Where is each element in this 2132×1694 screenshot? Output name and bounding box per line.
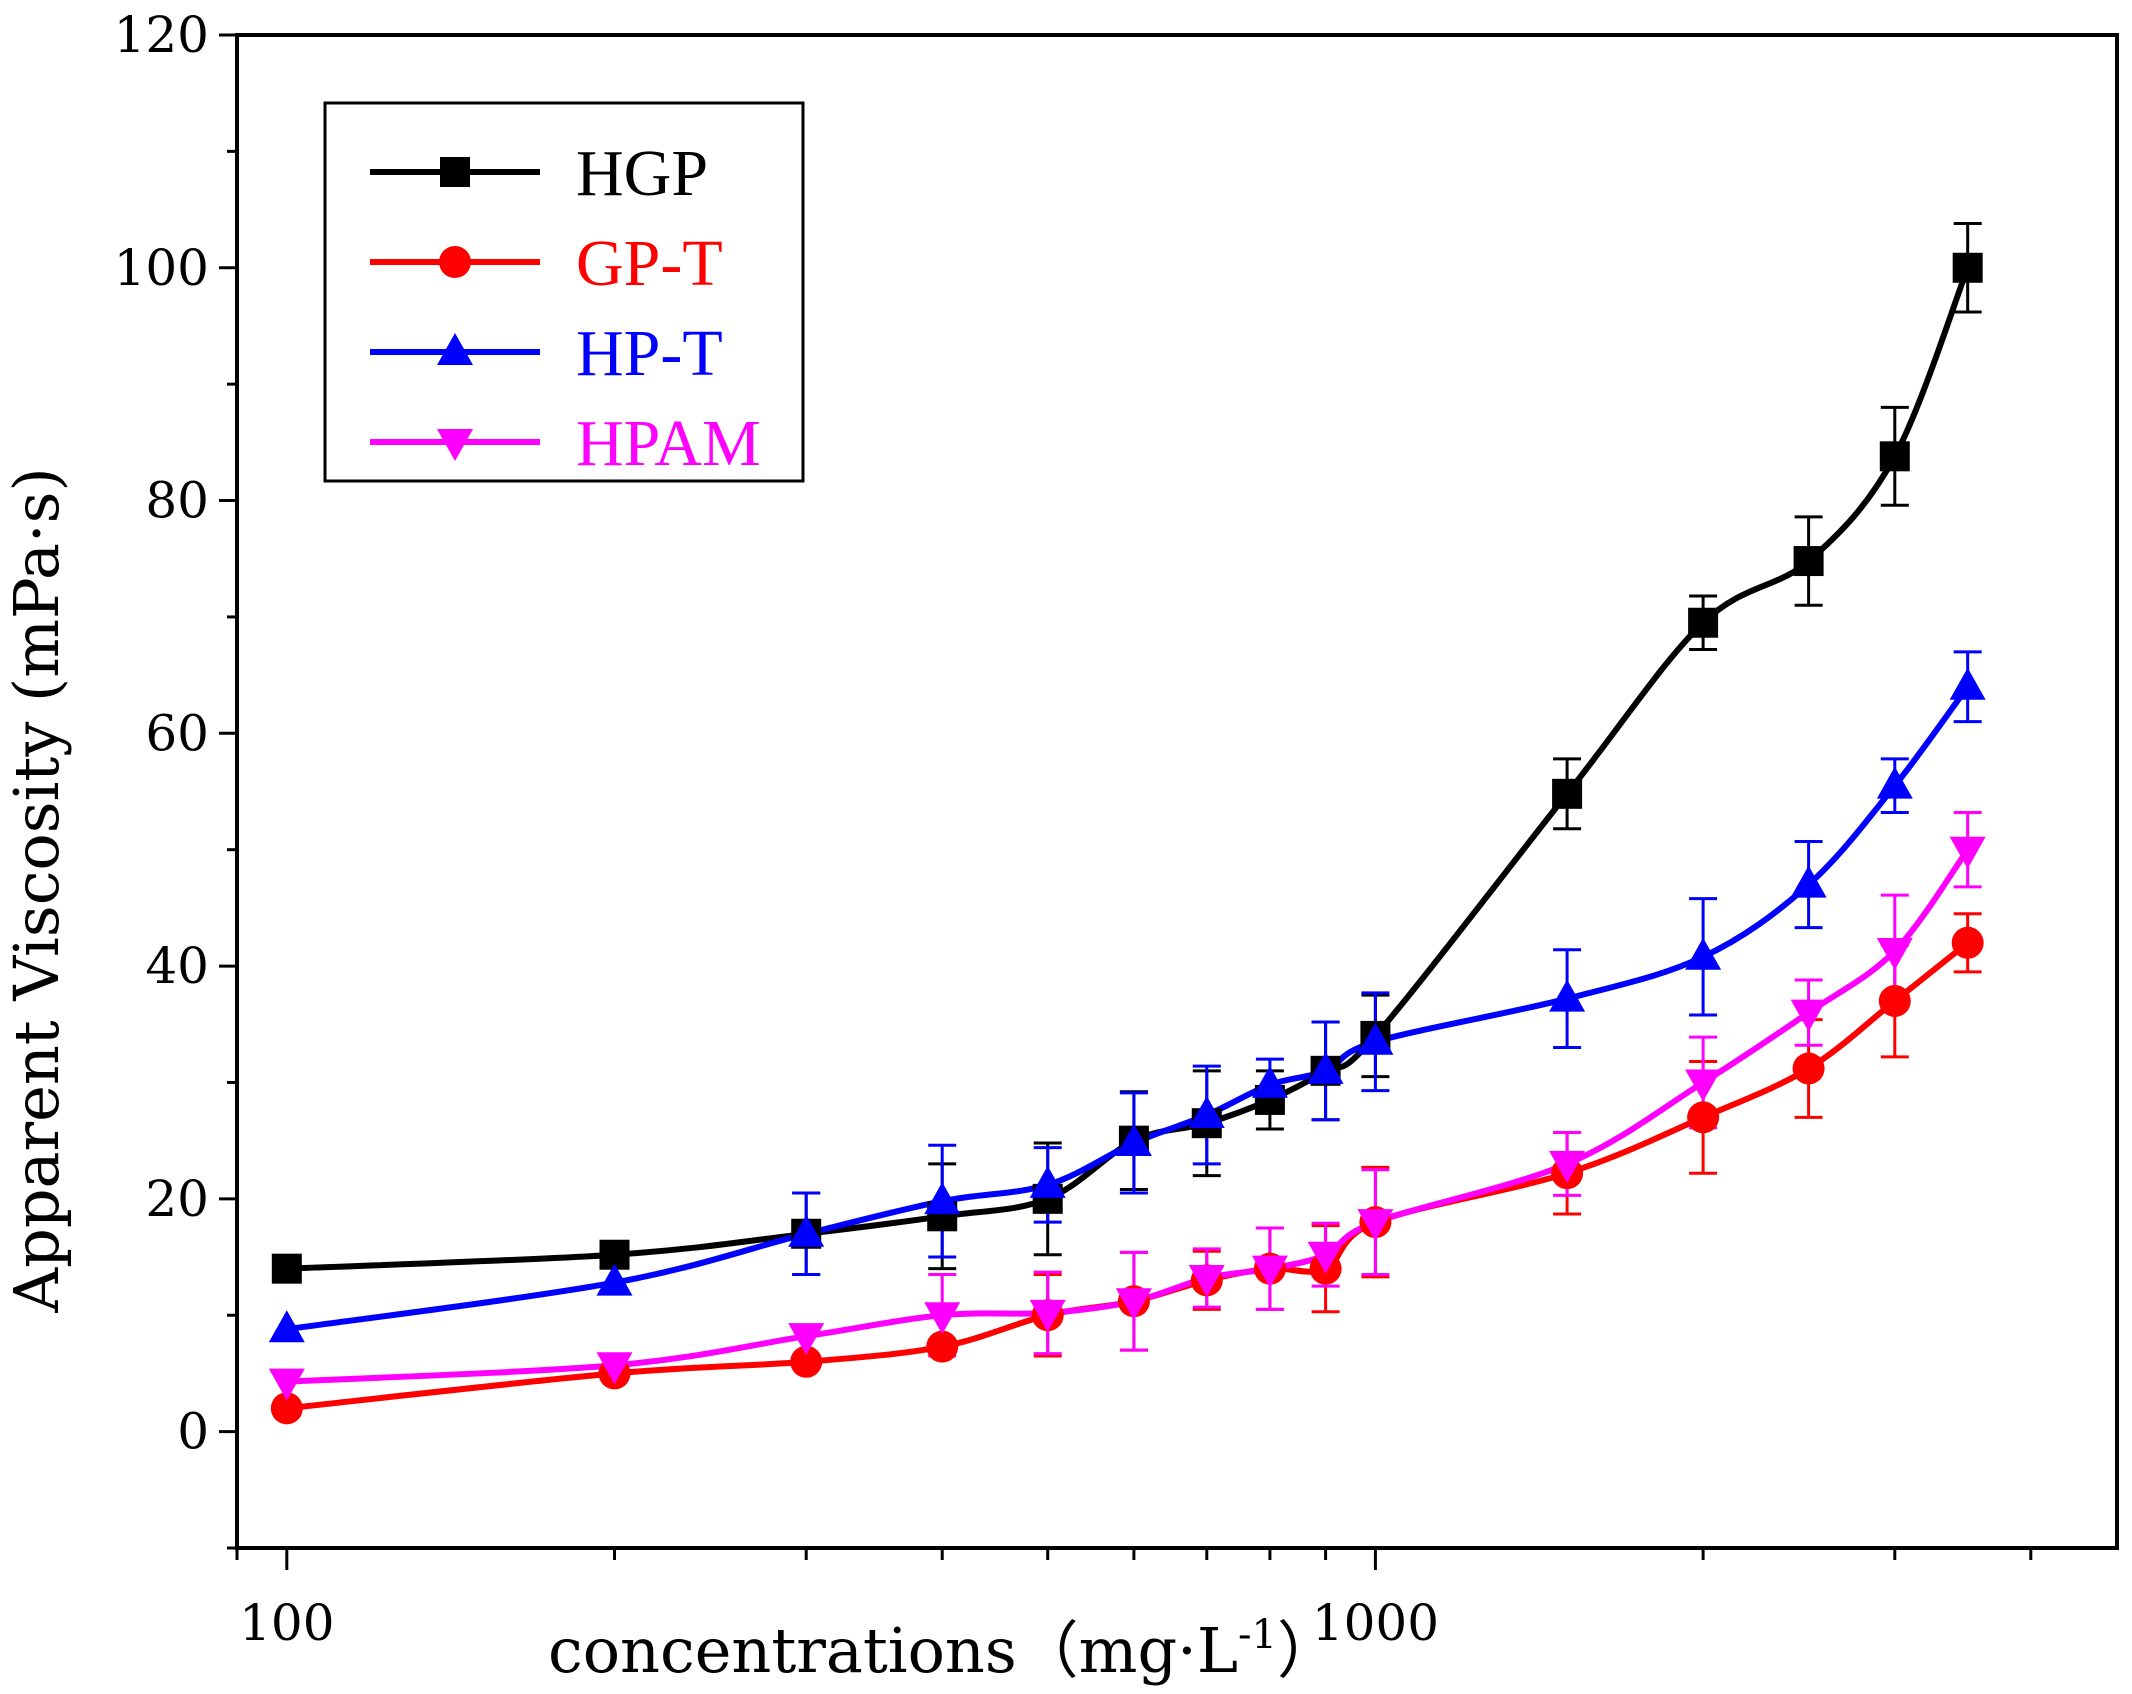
data-point-hpam (1357, 1209, 1394, 1242)
data-point-hpam (1115, 1288, 1152, 1321)
data-point-hp-t (1549, 979, 1586, 1012)
data-point-hpam (924, 1302, 961, 1335)
data-point-hpam (1549, 1150, 1586, 1183)
data-point-hpam (1685, 1069, 1722, 1102)
data-point-hgp (1952, 252, 1983, 283)
data-point-gp-t (926, 1330, 959, 1363)
y-tick-label: 100 (114, 239, 209, 297)
data-point-gp-t (1687, 1101, 1720, 1134)
data-point-hp-t (268, 1310, 305, 1343)
y-tick-label: 80 (145, 472, 209, 530)
data-point-hpam (788, 1323, 825, 1356)
data-point-gp-t (270, 1392, 303, 1425)
y-tick-label: 120 (114, 6, 209, 64)
data-point-hp-t (924, 1182, 961, 1215)
plot-frame (235, 33, 2119, 1550)
axes: 0 20 40 60 80 100 120 100 1000 (114, 6, 2119, 1652)
data-point-hp-t (1949, 667, 1986, 700)
data-point-gp-t (1951, 926, 1984, 959)
x-axis-title-close: ） (1277, 1614, 1339, 1687)
data-point-hp-t (1029, 1165, 1066, 1198)
legend: HGP GP-T HP-T HPAM (323, 101, 805, 483)
legend-label-gp-t: GP-T (576, 227, 723, 300)
legend-label-hpam: HPAM (576, 407, 761, 480)
x-axis-title-superscript: -1 (1238, 1612, 1277, 1658)
data-point-hp-t (1115, 1123, 1152, 1156)
data-point-hgp (1793, 546, 1824, 577)
y-tick-label: 40 (145, 937, 209, 995)
y-tick-label: 0 (177, 1403, 209, 1461)
data-point-hpam (1876, 937, 1913, 970)
data-point-hpam (1029, 1299, 1066, 1332)
data-point-hpam (1949, 836, 1986, 869)
data-point-hgp (1552, 778, 1583, 809)
data-point-hp-t (1790, 865, 1827, 898)
legend-marker-hpam (437, 429, 473, 461)
data-point-gp-t (1792, 1052, 1825, 1085)
legend-box (323, 101, 805, 483)
y-axis-title: Apparent Viscosity (mPa·s) (0, 467, 73, 1313)
y-tick-label: 20 (145, 1170, 209, 1228)
data-point-hgp (271, 1253, 302, 1284)
data-point-hp-t (1307, 1051, 1344, 1084)
legend-label-hp-t: HP-T (576, 317, 723, 390)
data-point-hpam (1790, 999, 1827, 1032)
data-point-hgp (1879, 441, 1910, 472)
data-point-hp-t (788, 1214, 825, 1247)
x-axis-title-main: concentrations（mg·L (548, 1614, 1238, 1687)
data-point-hpam (1251, 1255, 1288, 1288)
x-tick-label: 1000 (1312, 1594, 1439, 1652)
data-point-hp-t (1251, 1065, 1288, 1098)
data-point-hp-t (1685, 937, 1722, 970)
data-point-hp-t (596, 1263, 633, 1296)
data-point-hp-t (1188, 1096, 1225, 1129)
series-markers (268, 252, 1986, 1425)
data-point-hp-t (1357, 1022, 1394, 1055)
legend-label-hgp: HGP (576, 137, 708, 210)
data-point-hgp (1688, 607, 1719, 638)
x-axis-title: concentrations（mg·L-1） (548, 1612, 1339, 1687)
data-point-hpam (268, 1368, 305, 1401)
legend-marker-hgp (440, 157, 470, 187)
legend-marker-gp-t (439, 246, 471, 278)
data-point-gp-t (790, 1345, 823, 1378)
data-point-hpam (1188, 1264, 1225, 1297)
data-point-hp-t (1876, 766, 1913, 799)
y-tick-label: 60 (145, 704, 209, 762)
legend-marker-hp-t (437, 333, 473, 365)
data-point-hpam (1307, 1241, 1344, 1274)
data-point-hpam (596, 1352, 633, 1385)
data-point-gp-t (1878, 984, 1911, 1017)
x-tick-label: 100 (239, 1594, 334, 1652)
